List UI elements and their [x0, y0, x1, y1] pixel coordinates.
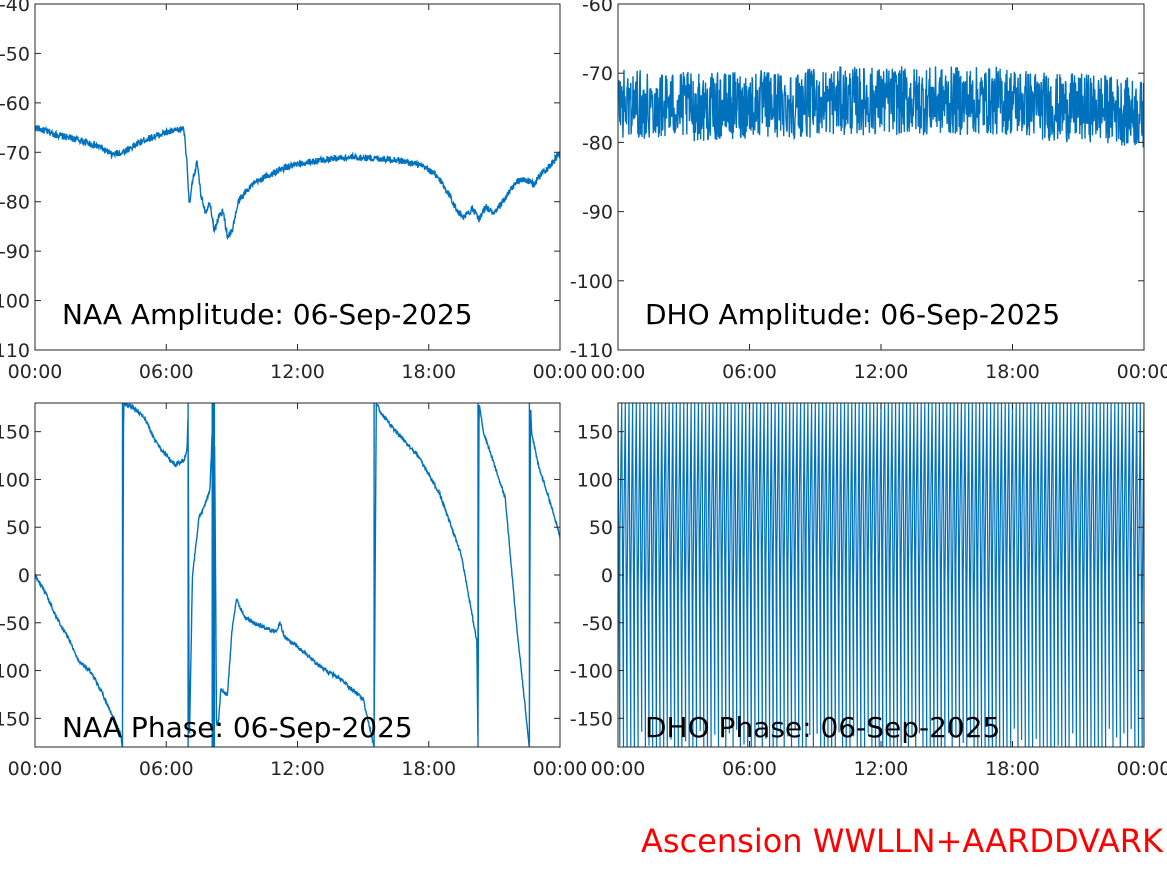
y-tick-label: 0 [601, 565, 613, 587]
x-tick-label: 06:00 [139, 758, 194, 780]
x-tick-label: 00:00 [533, 758, 588, 780]
y-tick-label: 0 [18, 565, 30, 587]
x-tick-label: 00:00 [1117, 758, 1167, 780]
plot-naa-phase: 150 100 50 0 -50 -100 -150 00:00 06:00 12:00 18:00… [0, 402, 588, 780]
y-tick-label: -60 [582, 0, 613, 16]
y-tick-label: -60 [0, 93, 30, 115]
x-tick-label: 00:00 [8, 361, 63, 383]
plot-title: DHO Phase: 06-Sep-2025 [645, 711, 1000, 744]
x-tick-label: 12:00 [854, 361, 909, 383]
y-tick-label: -110 [0, 340, 30, 362]
y-tick-label: -150 [570, 708, 613, 730]
plot-title: NAA Phase: 06-Sep-2025 [62, 711, 413, 744]
data-series-line [618, 403, 1144, 747]
y-tick-label: 50 [6, 517, 30, 539]
y-tick-label: -100 [0, 291, 30, 313]
x-tick-label: 06:00 [139, 361, 194, 383]
y-tick-label: -100 [570, 271, 613, 293]
y-tick-label: -40 [0, 0, 30, 16]
y-tick-label: -100 [0, 661, 30, 683]
y-tick-label: 100 [577, 469, 613, 491]
plot-title: DHO Amplitude: 06-Sep-2025 [645, 298, 1060, 331]
x-tick-label: 00:00 [591, 758, 646, 780]
x-tick-label: 00:00 [8, 758, 63, 780]
y-tick-label: -80 [0, 192, 30, 214]
plot-title: NAA Amplitude: 06-Sep-2025 [62, 298, 473, 331]
data-series-line [618, 66, 1144, 148]
plot-dho-phase: 150 100 50 0 -50 -100 -150 00:00 06:00 12:00 18:00… [570, 402, 1167, 780]
y-tick-label: -80 [582, 132, 613, 154]
station-label: Ascension WWLLN+AARDDVARK [641, 822, 1163, 860]
x-tick-label: 18:00 [985, 361, 1040, 383]
x-tick-label: 18:00 [985, 758, 1040, 780]
x-tick-label: 06:00 [722, 361, 777, 383]
data-series-line [35, 403, 560, 747]
y-tick-label: 50 [589, 517, 613, 539]
x-tick-label: 00:00 [1117, 361, 1167, 383]
x-tick-label: 12:00 [854, 758, 909, 780]
plot-naa-amplitude: -40-50-60-70-80-90-100-11000:0006:0012:0… [0, 0, 587, 383]
y-tick-label: -70 [0, 142, 30, 164]
x-tick-label: 12:00 [270, 758, 325, 780]
y-tick-label: -50 [0, 43, 30, 65]
x-tick-label: 00:00 [533, 361, 588, 383]
axis-box [34, 402, 561, 748]
y-tick-label: -90 [0, 241, 30, 263]
y-tick-label: -70 [582, 63, 613, 85]
y-tick-label: -50 [0, 613, 30, 635]
y-tick-label: 100 [0, 469, 30, 491]
x-tick-label: 18:00 [401, 758, 456, 780]
x-tick-label: 00:00 [591, 361, 646, 383]
data-series-line [35, 124, 560, 241]
y-tick-label: -110 [570, 340, 613, 362]
y-tick-label: -50 [582, 613, 613, 635]
y-tick-label: 150 [0, 422, 30, 444]
x-tick-label: 06:00 [722, 758, 777, 780]
y-tick-label: -90 [582, 202, 613, 224]
x-tick-label: 12:00 [270, 361, 325, 383]
y-tick-label: 150 [577, 422, 613, 444]
y-tick-label: -150 [0, 708, 30, 730]
y-tick-label: -100 [570, 661, 613, 683]
x-tick-label: 18:00 [401, 361, 456, 383]
